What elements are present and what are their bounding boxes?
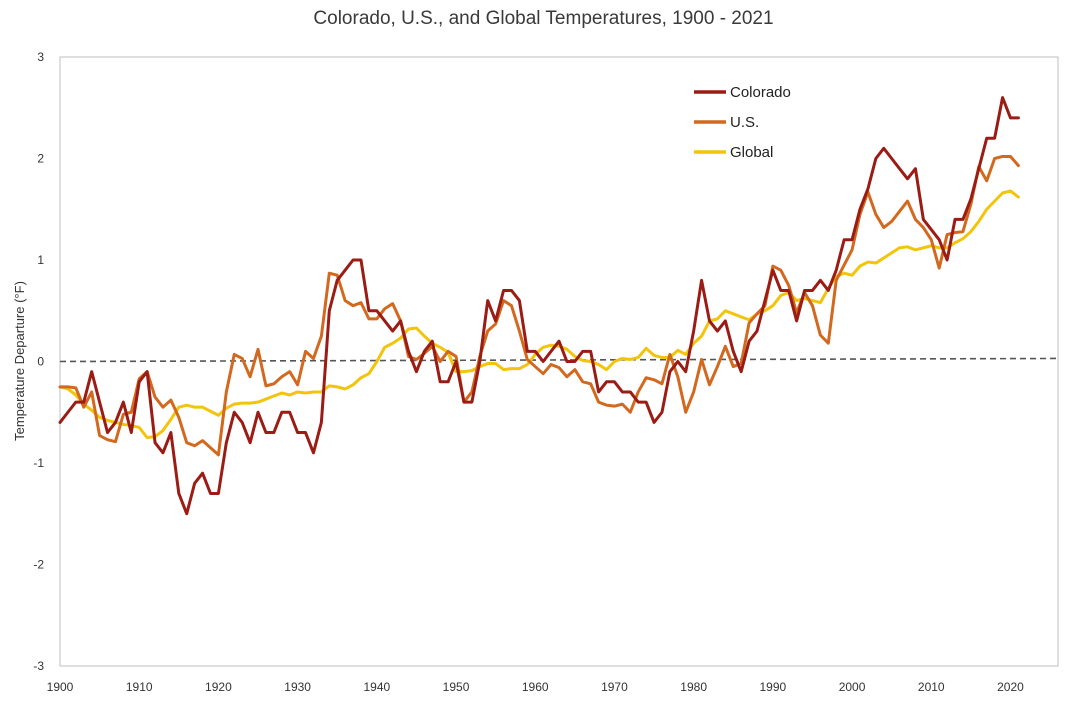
x-tick-label: 2000 bbox=[839, 680, 866, 694]
y-tick-label: 3 bbox=[37, 50, 44, 64]
legend-label-u-s: U.S. bbox=[730, 114, 759, 131]
x-tick-label: 1930 bbox=[284, 680, 311, 694]
y-tick-label: -2 bbox=[33, 558, 44, 572]
series-line-colorado bbox=[58, 96, 1020, 516]
x-tick-label: 1960 bbox=[522, 680, 549, 694]
y-tick-label: 1 bbox=[37, 253, 44, 267]
x-tick-label: 1910 bbox=[126, 680, 153, 694]
x-tick-label: 1970 bbox=[601, 680, 628, 694]
x-tick-label: 1940 bbox=[363, 680, 390, 694]
x-tick-label: 2020 bbox=[997, 680, 1024, 694]
x-tick-label: 2010 bbox=[918, 680, 945, 694]
legend: Colorado U.S. Global bbox=[694, 84, 791, 161]
series-line-global bbox=[58, 189, 1020, 440]
y-axis-tick-labels: -3 -2 -1 0 1 2 3 bbox=[33, 50, 44, 673]
y-tick-label: -1 bbox=[33, 456, 44, 470]
y-axis-label: Temperature Departure (°F) bbox=[12, 281, 27, 441]
plot-area bbox=[59, 56, 1059, 667]
x-tick-label: 1950 bbox=[443, 680, 470, 694]
x-tick-label: 1980 bbox=[680, 680, 707, 694]
y-tick-label: 2 bbox=[37, 152, 44, 166]
zero-reference-line-group bbox=[59, 357, 1059, 363]
chart-title: Colorado, U.S., and Global Temperatures,… bbox=[313, 8, 774, 29]
x-tick-label: 1900 bbox=[47, 680, 74, 694]
legend-label-colorado: Colorado bbox=[730, 84, 791, 101]
series-group bbox=[58, 96, 1020, 516]
y-tick-label: -3 bbox=[33, 659, 44, 673]
x-tick-label: 1920 bbox=[205, 680, 232, 694]
x-tick-label: 1990 bbox=[760, 680, 787, 694]
x-axis-tick-labels: 1900 1910 1920 1930 1940 1950 1960 1970 1980 1990… bbox=[47, 680, 1024, 694]
zero-reference-line bbox=[59, 357, 1059, 363]
legend-label-global: Global bbox=[730, 144, 773, 161]
y-tick-label: 0 bbox=[37, 355, 44, 369]
